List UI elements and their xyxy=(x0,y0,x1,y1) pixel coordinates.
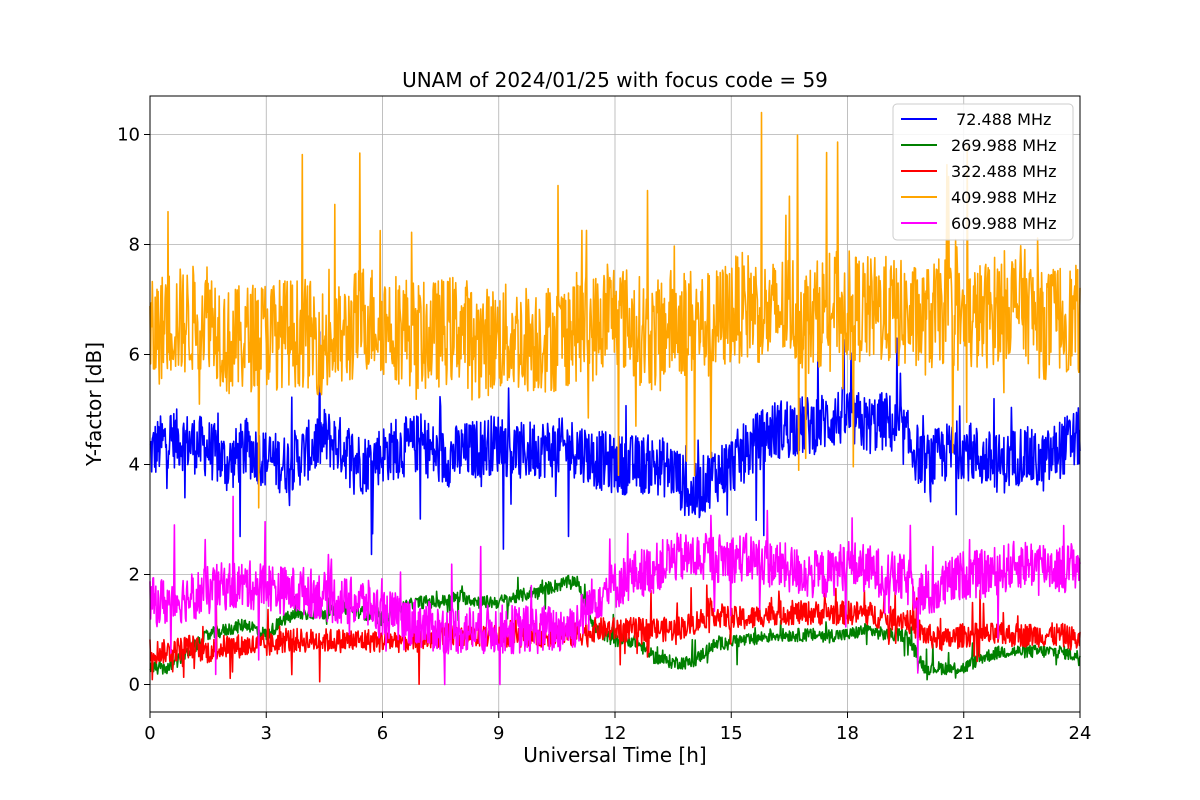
x-tick-label: 21 xyxy=(952,723,975,744)
legend: 72.488 MHz 269.988 MHz 322.488 MHz 409.988 … xyxy=(892,103,1074,241)
x-tick-label: 15 xyxy=(720,723,743,744)
legend-label: 72.488 MHz xyxy=(951,110,1051,129)
y-tick-label: 0 xyxy=(129,675,140,696)
y-tick-label: 4 xyxy=(129,455,140,476)
y-tick-label: 8 xyxy=(129,235,140,256)
y-axis-label: Y-factor [dB] xyxy=(82,342,106,467)
series-line xyxy=(149,584,1081,685)
x-tick-label: 18 xyxy=(836,723,859,744)
legend-label: 409.988 MHz xyxy=(951,188,1056,207)
series-layer xyxy=(149,111,1081,686)
y-tick-label: 2 xyxy=(129,565,140,586)
legend-label: 609.988 MHz xyxy=(951,214,1056,233)
x-tick-label: 9 xyxy=(493,723,504,744)
x-tick-label: 12 xyxy=(604,723,627,744)
series-line xyxy=(149,111,1081,509)
legend-label: 269.988 MHz xyxy=(951,136,1056,155)
chart-title: UNAM of 2024/01/25 with focus code = 59 xyxy=(402,68,828,92)
x-tick-label: 3 xyxy=(261,723,272,744)
legend-label: 322.488 MHz xyxy=(951,162,1056,181)
series-line xyxy=(149,331,1081,556)
series-line xyxy=(149,495,1081,686)
x-tick-label: 6 xyxy=(377,723,388,744)
x-tick-label: 0 xyxy=(144,723,155,744)
x-axis-label: Universal Time [h] xyxy=(523,743,706,767)
y-tick-label: 6 xyxy=(129,345,140,366)
x-tick-label: 24 xyxy=(1069,723,1092,744)
legend-box xyxy=(892,103,1074,241)
y-tick-label: 10 xyxy=(117,125,140,146)
